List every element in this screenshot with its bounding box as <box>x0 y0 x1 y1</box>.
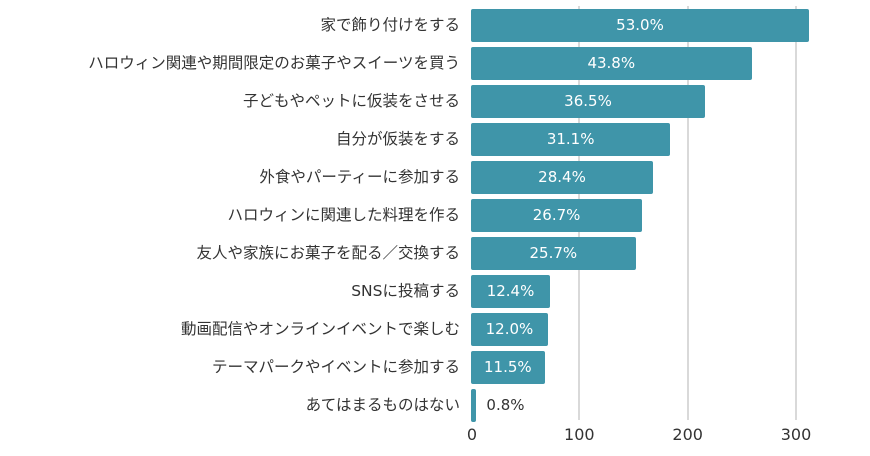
category-label: 家で飾り付けをする <box>320 16 460 34</box>
x-tick-label: 0 <box>466 425 478 444</box>
x-tick-label: 200 <box>672 425 703 444</box>
data-label: 31.1% <box>546 130 595 148</box>
bar: 43.8% <box>471 47 752 80</box>
data-label: 12.4% <box>486 282 535 300</box>
category-label: テーマパークやイベントに参加する <box>211 358 460 376</box>
category-label: ハロウィン関連や期間限定のお菓子やスイーツを買う <box>88 54 460 72</box>
category-label: あてはまるものはない <box>305 396 460 414</box>
x-tick-label: 300 <box>780 425 812 444</box>
bar: 11.5% <box>471 351 545 384</box>
category-label: SNSに投稿する <box>351 282 460 300</box>
bar: 25.7% <box>471 237 636 270</box>
data-label: 0.8% <box>486 396 525 414</box>
gridline-200 <box>686 6 689 420</box>
bar: 26.7% <box>471 199 643 232</box>
category-label: 外食やパーティーに参加する <box>259 168 460 186</box>
category-label: 友人や家族にお菓子を配る／交換する <box>196 244 460 262</box>
bar: 12.0% <box>471 313 548 346</box>
data-label: 25.7% <box>529 244 578 262</box>
bar: 31.1% <box>471 123 671 156</box>
data-label: 53.0% <box>616 16 664 34</box>
bar: 53.0% <box>471 9 809 42</box>
data-label: 43.8% <box>587 54 636 72</box>
x-tick-label: 100 <box>564 425 595 444</box>
data-label: 28.4% <box>538 168 586 186</box>
category-label: 自分が仮装をする <box>335 130 460 148</box>
bar: 28.4% <box>471 161 653 194</box>
category-label: 動画配信やオンラインイベントで楽しむ <box>180 320 460 338</box>
category-label: 子どもやペットに仮装をさせる <box>242 92 460 110</box>
data-label: 26.7% <box>532 206 581 224</box>
data-label: 11.5% <box>484 358 532 376</box>
category-label: ハロウィンに関連した料理を作る <box>227 206 460 224</box>
bar: 12.4% <box>471 275 551 308</box>
data-label: 12.0% <box>485 320 534 338</box>
gridline-300 <box>795 6 797 420</box>
bar <box>471 389 477 422</box>
bar: 36.5% <box>471 85 705 118</box>
data-label: 36.5% <box>564 92 612 110</box>
